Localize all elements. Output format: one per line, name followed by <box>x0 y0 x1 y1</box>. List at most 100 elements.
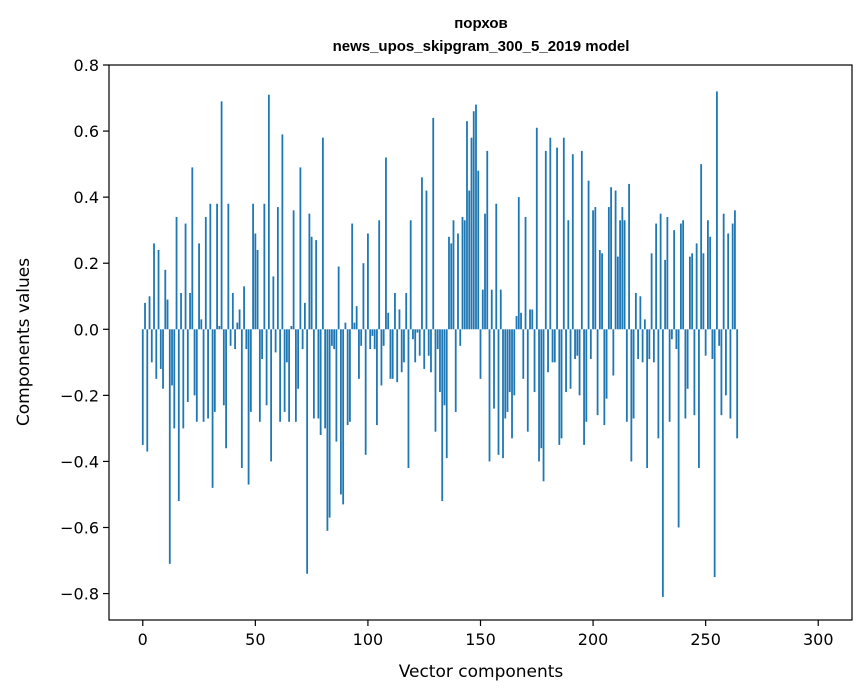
bar <box>587 180 590 330</box>
bar <box>675 329 678 350</box>
bar <box>454 329 457 412</box>
bar <box>639 296 642 330</box>
bar <box>342 329 345 505</box>
bar <box>700 164 703 330</box>
bar <box>668 329 671 422</box>
bar <box>229 329 232 346</box>
y-axis: −0.8 −0.6 −0.4 −0.2 0.0 0.2 0.4 0.6 0.8 <box>60 56 109 604</box>
bar <box>184 223 187 330</box>
bar <box>684 329 687 419</box>
bar <box>450 243 453 330</box>
bar <box>616 256 619 330</box>
bar <box>698 329 700 469</box>
bar <box>425 190 428 330</box>
bar <box>556 147 558 330</box>
bar <box>605 329 608 399</box>
bar <box>306 329 309 574</box>
bar <box>146 329 149 452</box>
bar <box>711 329 714 360</box>
bar <box>249 329 252 412</box>
bar <box>353 322 356 330</box>
bar <box>198 243 200 330</box>
bar <box>461 216 464 330</box>
bar <box>488 329 491 462</box>
bar <box>245 329 248 350</box>
bar <box>265 329 268 406</box>
bar <box>664 259 667 330</box>
bar <box>571 154 574 330</box>
bar <box>225 329 227 449</box>
bar <box>231 292 234 330</box>
bar <box>195 329 198 422</box>
bar <box>603 329 606 426</box>
bar <box>310 236 313 330</box>
y-tick-label: −0.2 <box>60 386 99 405</box>
bar <box>164 269 167 330</box>
bar <box>682 220 685 330</box>
bar <box>540 329 543 449</box>
bar <box>655 223 658 330</box>
bar <box>256 250 259 330</box>
bar <box>497 329 500 455</box>
bar <box>238 309 241 330</box>
bar <box>159 329 162 369</box>
bar <box>378 220 381 330</box>
bar <box>387 312 390 330</box>
bar <box>641 329 644 363</box>
bar <box>648 329 651 360</box>
bar <box>526 329 529 432</box>
bar <box>344 322 347 330</box>
bar <box>517 197 520 330</box>
bar <box>155 329 158 379</box>
bar <box>141 329 144 445</box>
bar <box>436 329 439 350</box>
bar <box>630 329 633 462</box>
bar <box>506 329 509 412</box>
bar <box>632 329 635 419</box>
bar <box>166 299 169 330</box>
bar <box>707 220 709 330</box>
bar <box>162 329 164 389</box>
bar <box>646 329 649 469</box>
bar <box>218 325 221 330</box>
bar <box>412 329 414 340</box>
bar <box>722 213 725 330</box>
bar <box>439 329 441 393</box>
bar <box>281 134 284 330</box>
bar <box>204 216 207 330</box>
bar <box>499 289 502 330</box>
x-tick-label: 100 <box>353 630 384 649</box>
bar <box>396 329 399 383</box>
bar <box>236 322 239 330</box>
bar <box>720 329 723 416</box>
bar <box>274 329 277 353</box>
bar <box>148 296 151 330</box>
bar <box>529 309 531 330</box>
bar <box>213 329 216 412</box>
bar <box>623 220 626 330</box>
bar <box>576 329 579 356</box>
bar <box>522 329 525 379</box>
bar <box>427 329 430 356</box>
bar <box>211 329 214 488</box>
bar <box>580 150 583 330</box>
bar <box>326 329 329 531</box>
bar <box>716 91 718 330</box>
bar <box>173 329 176 429</box>
bar <box>549 137 552 330</box>
bar <box>634 292 637 330</box>
bar <box>533 329 536 393</box>
bar <box>400 329 403 373</box>
bar <box>596 329 599 416</box>
bar <box>315 240 318 330</box>
bar <box>421 177 423 330</box>
bar <box>565 329 567 393</box>
y-tick-label: 0.8 <box>74 56 99 75</box>
bar <box>362 263 365 330</box>
bar <box>619 220 621 330</box>
bar <box>220 101 223 330</box>
bar <box>610 187 612 330</box>
bar <box>709 236 712 330</box>
bar <box>614 190 617 330</box>
